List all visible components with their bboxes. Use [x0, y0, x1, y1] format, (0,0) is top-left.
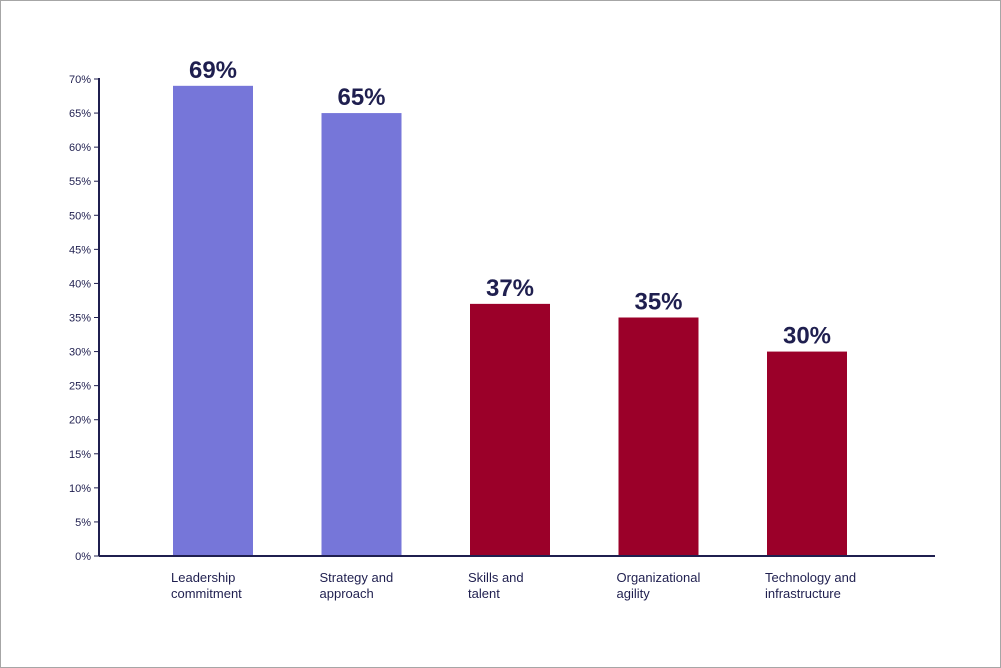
category-label-line: Organizational — [617, 570, 701, 585]
y-tick-label: 65% — [69, 108, 91, 120]
category-label-line: approach — [320, 586, 374, 601]
category-label-line: infrastructure — [765, 586, 841, 601]
y-tick-label: 20% — [69, 415, 91, 427]
category-label-line: talent — [468, 586, 500, 601]
data-label: 35% — [634, 289, 682, 316]
y-tick-label: 10% — [69, 483, 91, 495]
y-tick-label: 60% — [69, 142, 91, 154]
category-label-line: Skills and — [468, 570, 524, 585]
bar — [173, 85, 253, 556]
y-tick-label: 70% — [69, 74, 91, 86]
y-tick-label: 0% — [75, 551, 91, 563]
bar — [767, 351, 847, 555]
y-tick-label: 45% — [69, 244, 91, 256]
y-tick-label: 35% — [69, 313, 91, 325]
y-tick-label: 15% — [69, 449, 91, 461]
category-label: Leadership commitment — [171, 570, 242, 601]
y-tick-label: 50% — [69, 210, 91, 222]
bars — [173, 85, 847, 556]
category-label: Skills and talent — [468, 570, 524, 601]
data-label: 69% — [189, 57, 237, 84]
category-label: Organizational agility — [617, 570, 701, 601]
data-label: 30% — [783, 323, 831, 350]
category-label: Strategy and approach — [320, 570, 394, 601]
y-tick-label: 30% — [69, 347, 91, 359]
category-label-line: Strategy and — [320, 570, 394, 585]
bar — [618, 317, 699, 555]
category-label: Technology and infrastructure — [765, 570, 856, 601]
category-label-line: Leadership — [171, 570, 235, 585]
category-label-line: Technology and — [765, 570, 856, 585]
bar — [470, 303, 550, 555]
data-label: 65% — [337, 84, 385, 111]
y-tick-label: 55% — [69, 176, 91, 188]
y-tick-label: 40% — [69, 278, 91, 290]
category-label-line: agility — [617, 586, 651, 601]
y-axis-ticks: 0% 5% 10% 15% 20% 25% 30% 35% 40% 45% 50% 55% 60% 65%… — [69, 74, 99, 563]
data-labels: 69% 65% 37% 35% 30% — [189, 57, 831, 350]
category-label-line: commitment — [171, 586, 242, 601]
y-tick-label: 25% — [69, 381, 91, 393]
data-label: 37% — [486, 275, 534, 302]
category-labels: Leadership commitment Strategy and approach… — [171, 570, 856, 601]
bar — [321, 113, 402, 556]
y-tick-label: 5% — [75, 517, 91, 529]
